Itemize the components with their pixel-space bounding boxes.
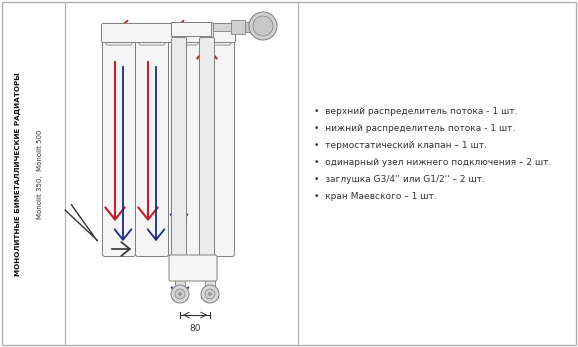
Bar: [213, 23, 235, 31]
Text: •  одинарный узел нижнего подключения – 2 шт.: • одинарный узел нижнего подключения – 2…: [314, 158, 551, 167]
Bar: [103, 25, 234, 41]
Circle shape: [179, 293, 181, 296]
Bar: [175, 279, 185, 297]
Text: •  термостатический клапан – 1 шт.: • термостатический клапан – 1 шт.: [314, 141, 487, 150]
Bar: [205, 279, 215, 297]
FancyBboxPatch shape: [169, 255, 217, 281]
FancyBboxPatch shape: [205, 29, 231, 45]
FancyBboxPatch shape: [102, 24, 235, 42]
Bar: [171, 22, 211, 36]
FancyBboxPatch shape: [139, 29, 165, 45]
Bar: [231, 20, 245, 34]
Circle shape: [175, 289, 185, 299]
FancyBboxPatch shape: [172, 37, 187, 261]
Text: •  кран Маевского – 1 шт.: • кран Маевского – 1 шт.: [314, 192, 437, 201]
FancyBboxPatch shape: [169, 36, 202, 256]
Circle shape: [253, 16, 273, 36]
Text: •  заглушка G3/4'' или G1/2'' – 2 шт.: • заглушка G3/4'' или G1/2'' – 2 шт.: [314, 175, 485, 184]
FancyBboxPatch shape: [102, 36, 135, 256]
Text: МОНОЛИТНЫЕ БИМЕТАЛЛИЧЕСКИЕ РАДИАТОРЫ: МОНОЛИТНЫЕ БИМЕТАЛЛИЧЕСКИЕ РАДИАТОРЫ: [15, 72, 21, 276]
Bar: [245, 22, 257, 32]
Circle shape: [249, 12, 277, 40]
FancyBboxPatch shape: [106, 29, 132, 45]
Circle shape: [205, 289, 215, 299]
Circle shape: [171, 285, 189, 303]
Circle shape: [209, 293, 212, 296]
Text: •  нижний распределитель потока - 1 шт.: • нижний распределитель потока - 1 шт.: [314, 124, 516, 133]
FancyBboxPatch shape: [201, 23, 213, 37]
FancyBboxPatch shape: [172, 23, 186, 37]
Text: •  верхний распределитель потока - 1 шт.: • верхний распределитель потока - 1 шт.: [314, 107, 517, 116]
Text: Monolit 350,  Monolit 500: Monolit 350, Monolit 500: [37, 129, 43, 219]
Circle shape: [201, 285, 219, 303]
FancyBboxPatch shape: [172, 29, 198, 45]
Text: 80: 80: [189, 324, 201, 333]
Bar: [257, 23, 263, 31]
FancyBboxPatch shape: [202, 36, 235, 256]
FancyBboxPatch shape: [199, 37, 214, 261]
FancyBboxPatch shape: [135, 36, 169, 256]
